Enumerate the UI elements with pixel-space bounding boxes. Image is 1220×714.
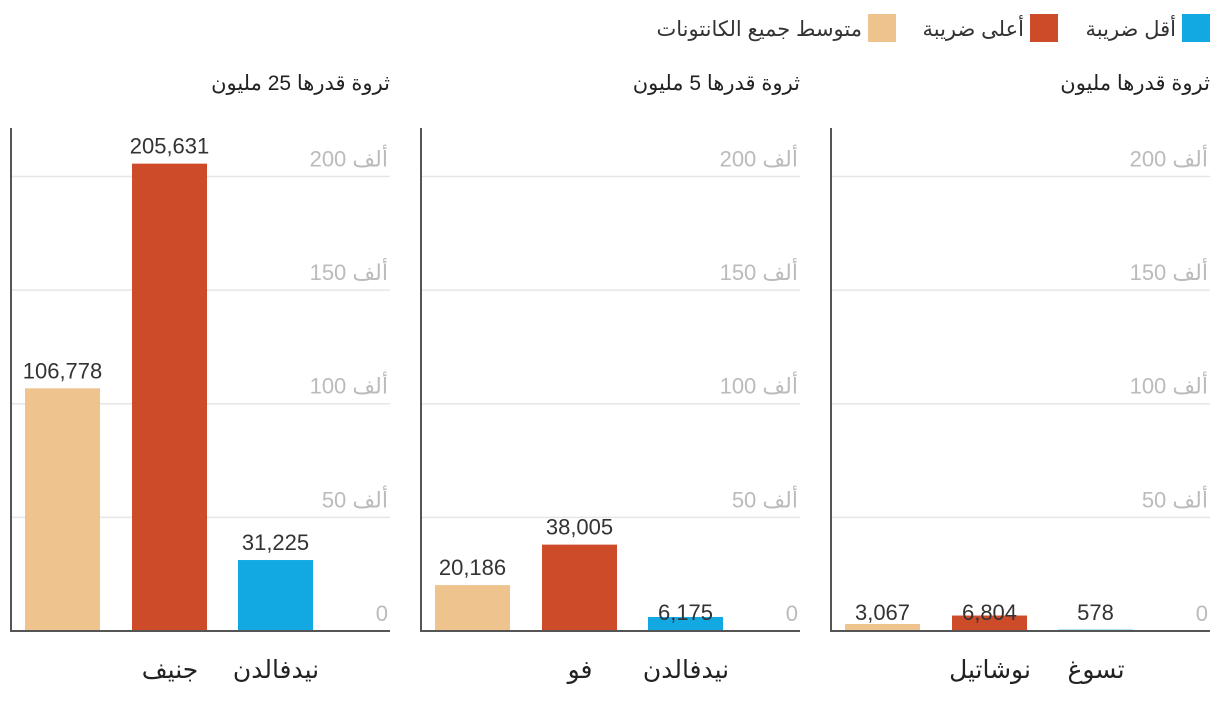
category-label: جنيف [142,656,198,684]
y-tick-label: 150 ألف [1130,258,1208,285]
bar-highest [952,615,1027,631]
category-label: نيدفالدن [233,656,319,684]
value-label: 6,175 [658,600,713,625]
y-tick-label: 50 ألف [322,485,388,512]
y-tick-label: 0 [786,601,798,626]
legend-swatch-average [868,14,896,42]
y-tick-label: 100 ألف [1130,372,1208,399]
y-tick-label: 50 ألف [732,485,798,512]
legend-label-lowest: أقل ضريبة [1086,15,1176,41]
value-label: 578 [1077,600,1114,625]
value-label: 205,631 [130,134,210,159]
legend-label-highest: أعلى ضريبة [922,15,1024,41]
y-tick-label: 150 ألف [310,258,388,285]
category-label: تسوغ [1067,656,1124,684]
category-label: فو [566,656,593,684]
y-tick-label: 50 ألف [1142,485,1208,512]
y-tick-label: 200 ألف [1130,144,1208,171]
bar-lowest [648,616,723,631]
y-tick-label: 100 ألف [310,372,388,399]
y-tick-label: 0 [376,601,388,626]
y-tick-label: 0 [1196,601,1208,626]
value-label: 38,005 [546,515,613,540]
legend-swatch-highest [1030,14,1058,42]
value-label: 20,186 [439,555,506,580]
bar-average [435,585,510,631]
y-tick-label: 150 ألف [720,258,798,285]
value-label: 6,804 [962,600,1017,625]
panel-title: ثروة قدرها 5 مليون [633,72,800,95]
category-label: نوشاتيل [949,656,1031,684]
panel-title: ثروة قدرها 25 مليون [211,72,390,95]
legend-label-average: متوسط جميع الكانتونات [656,18,862,41]
value-label: 31,225 [242,530,309,555]
bar-average [845,624,920,631]
panel-title: ثروة قدرها مليون [1060,72,1210,95]
y-tick-label: 200 ألف [310,144,388,171]
bar-highest [542,544,617,631]
y-tick-label: 100 ألف [720,372,798,399]
bar-highest [132,163,207,632]
value-label: 106,778 [23,358,103,383]
y-tick-label: 200 ألف [720,144,798,171]
bar-lowest [238,560,313,631]
legend-swatch-lowest [1182,14,1210,42]
value-label: 3,067 [855,600,910,625]
category-label: نيدفالدن [643,656,729,684]
bar-average [25,388,100,631]
